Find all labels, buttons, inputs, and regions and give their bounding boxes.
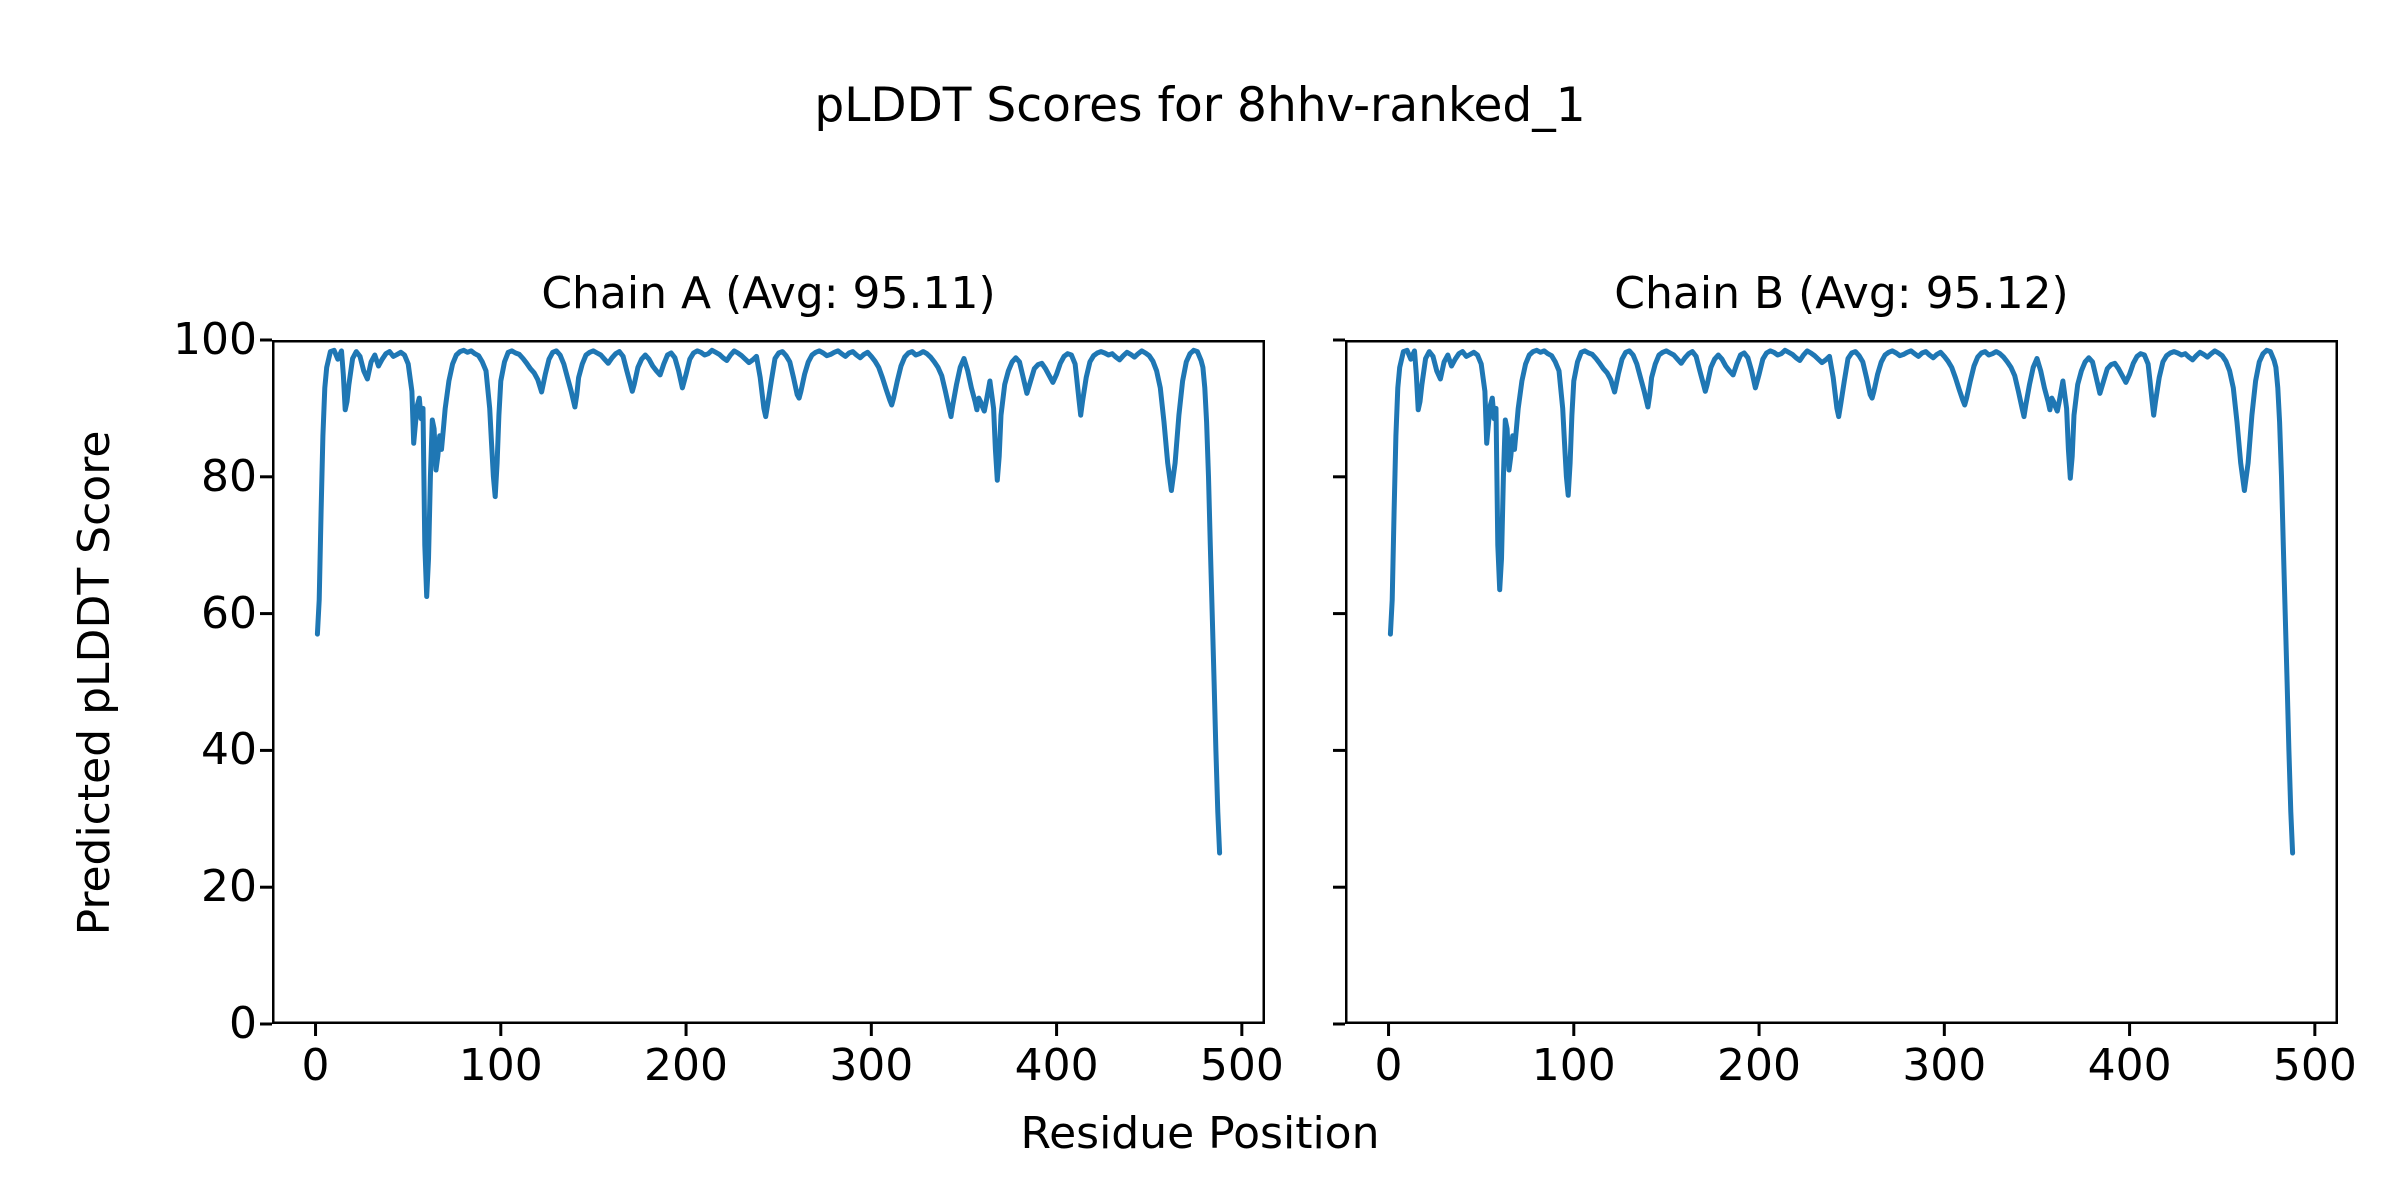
- subplot-title-chain-b: Chain B (Avg: 95.12): [1614, 268, 2069, 319]
- y-tick-label: 20: [201, 861, 257, 913]
- y-tick-label: 0: [229, 998, 257, 1049]
- subplot-title-chain-a: Chain A (Avg: 95.11): [541, 268, 996, 319]
- x-tick-label: 200: [1717, 1040, 1802, 1091]
- axes-chain-b: 0 100 200 300 400 500: [1333, 338, 2357, 1091]
- x-axis-label: Residue Position: [1020, 1108, 1380, 1159]
- x-tick-label: 400: [2087, 1040, 2172, 1091]
- plddt-line-chain-a: [314, 347, 1223, 856]
- figure-title: pLDDT Scores for 8hhv-ranked_1: [814, 78, 1586, 133]
- plot-svg-chain-b: [1333, 338, 2338, 1036]
- axes-frame: [1345, 340, 2338, 1024]
- x-tick-label: 0: [1374, 1040, 1403, 1091]
- y-tick-label: 40: [201, 724, 257, 776]
- x-tick-label: 0: [301, 1040, 330, 1091]
- axes-chain-a: 0 100 200 300 400 500 0 20 40 60 80 100: [173, 314, 1284, 1091]
- x-tick-label: 300: [829, 1040, 914, 1091]
- y-tick-label: 80: [201, 450, 257, 502]
- x-tick-label: 400: [1014, 1040, 1099, 1091]
- x-tick-label: 300: [1902, 1040, 1987, 1091]
- x-tick-label: 500: [1199, 1040, 1284, 1091]
- x-tick-label: 200: [644, 1040, 729, 1091]
- x-tick-label: 100: [1531, 1040, 1616, 1091]
- y-tick-label: 100: [173, 314, 257, 365]
- x-tick-label: 500: [2272, 1040, 2357, 1091]
- axes-frame: [272, 340, 1265, 1024]
- plddt-line-chain-b: [1387, 347, 2296, 856]
- x-tick-label: 100: [458, 1040, 543, 1091]
- plot-svg-chain-a: [260, 338, 1265, 1036]
- y-tick-label: 60: [201, 587, 257, 639]
- y-axis-label: Predicted pLDDT Score: [69, 430, 120, 936]
